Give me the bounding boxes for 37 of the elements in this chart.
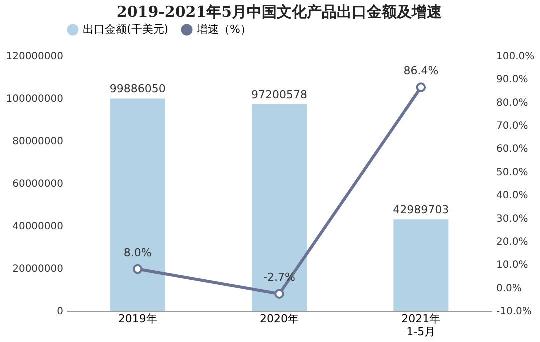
point <box>416 82 426 92</box>
y-tick-label: 20000000 <box>12 264 64 275</box>
y2-tick-label: 20.0% <box>496 236 528 248</box>
data-label: 86.4% <box>404 64 439 78</box>
data-label: 8.0% <box>124 246 152 260</box>
y-tick-label: 60000000 <box>12 179 64 190</box>
bar <box>110 98 166 311</box>
data-label: 97200578 <box>252 88 308 102</box>
y2-tick-label: 60.0% <box>496 144 528 156</box>
data-label: 42989703 <box>393 204 450 217</box>
chart-title: 2019-2021年5月中国文化产品出口金额及增速 <box>116 3 444 21</box>
data-label: 99886050 <box>110 82 166 96</box>
y2-tick-label: 80.0% <box>496 98 528 109</box>
y-tick-label: 80000000 <box>12 136 64 148</box>
bar <box>394 220 449 311</box>
x-tick-label: 2019年 <box>118 312 158 326</box>
bar <box>252 104 307 311</box>
y2-tick-label: 50.0% <box>496 167 528 178</box>
legend-label: 增速（%） <box>196 23 252 36</box>
x-tick-label: 2021年 1-5月 <box>402 312 441 338</box>
point <box>132 264 143 274</box>
y2-tick-label: 10.0% <box>496 260 528 272</box>
y-tick-label: 0 <box>57 306 64 318</box>
y2-tick-label: -10.0% <box>496 306 532 318</box>
y2-tick-label: 90.0% <box>496 74 528 86</box>
y2-tick-label: 100.0% <box>496 52 535 62</box>
y-tick-label: 120000000 <box>6 52 64 62</box>
y-tick-label: 100000000 <box>6 94 64 105</box>
legend-label: 出口金额(千美元) <box>83 23 169 36</box>
y2-tick-label: 40.0% <box>496 190 528 202</box>
y2-tick-label: 30.0% <box>496 214 528 225</box>
y2-tick-label: 70.0% <box>496 121 528 132</box>
point <box>274 289 284 299</box>
y2-tick-label: 0.0% <box>496 283 522 294</box>
y-tick-label: 40000000 <box>12 222 64 232</box>
data-label: -2.7% <box>264 271 296 284</box>
x-tick-label: 2020年 <box>260 312 299 326</box>
